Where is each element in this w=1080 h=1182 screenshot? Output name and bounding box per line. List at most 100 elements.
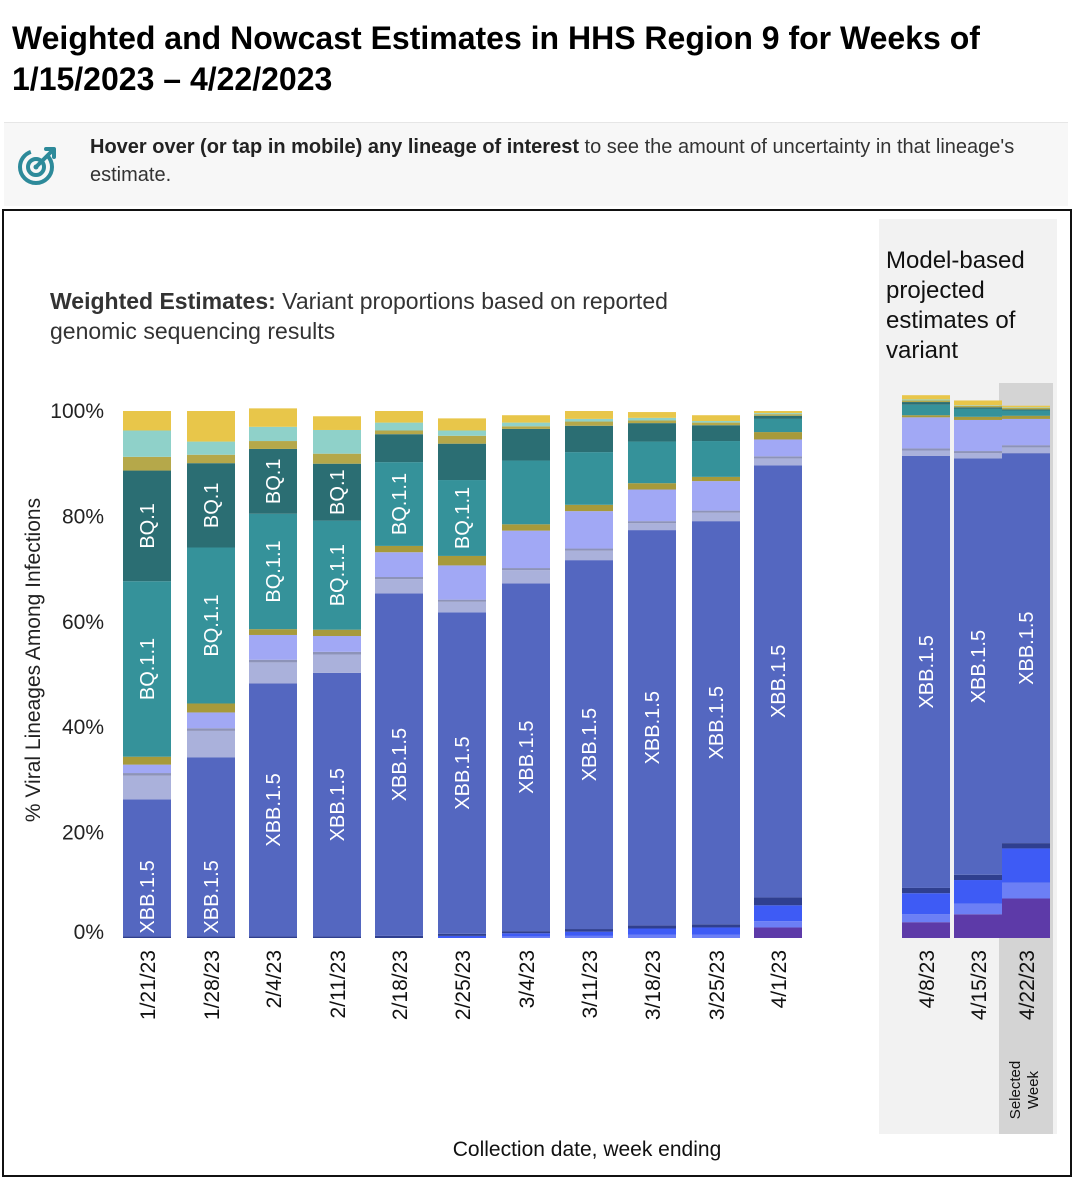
bar-segment[interactable] <box>692 521 740 925</box>
bar-segment[interactable] <box>123 470 171 582</box>
bar-segment[interactable] <box>754 905 802 922</box>
bar-segment[interactable] <box>1002 453 1050 844</box>
bar-segment[interactable] <box>902 395 950 400</box>
bar-segment[interactable] <box>954 405 1002 408</box>
bar-segment[interactable] <box>692 924 740 928</box>
bar-segment[interactable] <box>565 421 613 426</box>
bar-segment[interactable] <box>313 636 361 652</box>
bar-segment[interactable] <box>375 411 423 423</box>
bar-segment[interactable] <box>628 417 676 421</box>
bar-segment[interactable] <box>249 634 297 660</box>
bar-segment[interactable] <box>628 523 676 531</box>
bar-segment[interactable] <box>249 448 297 514</box>
bar-segment[interactable] <box>754 411 802 414</box>
bar-segment[interactable] <box>375 935 423 938</box>
bar-segment[interactable] <box>902 415 950 418</box>
bar-segment[interactable] <box>249 659 297 663</box>
bar-segment[interactable] <box>502 415 550 423</box>
bar-segment[interactable] <box>1002 409 1050 411</box>
bar-segment[interactable] <box>249 408 297 427</box>
bar-segment[interactable] <box>628 412 676 418</box>
bar-segment[interactable] <box>1002 843 1050 849</box>
bar-segment[interactable] <box>502 583 550 932</box>
bar-segment[interactable] <box>628 489 676 522</box>
bar-segment[interactable] <box>502 570 550 584</box>
bar-segment[interactable] <box>438 601 486 613</box>
bar-segment[interactable] <box>954 416 1002 420</box>
bar-segment[interactable] <box>249 662 297 684</box>
bar-segment[interactable] <box>692 476 740 482</box>
bar-segment[interactable] <box>375 593 423 936</box>
bar-segment[interactable] <box>123 775 171 800</box>
bar-segment[interactable] <box>754 927 802 938</box>
bar-segment[interactable] <box>438 435 486 444</box>
bar-segment[interactable] <box>438 599 486 602</box>
bar-segment[interactable] <box>1002 898 1050 938</box>
bar-segment[interactable] <box>438 430 486 436</box>
bar-segment[interactable] <box>954 903 1002 915</box>
bar-segment[interactable] <box>1002 445 1050 448</box>
bar-segment[interactable] <box>628 441 676 484</box>
bar-segment[interactable] <box>902 455 950 888</box>
bar-segment[interactable] <box>187 936 235 938</box>
bar-segment[interactable] <box>954 408 1002 417</box>
bar-segment[interactable] <box>628 530 676 926</box>
bar-segment[interactable] <box>954 458 1002 875</box>
bar-segment[interactable] <box>313 520 361 630</box>
bar-segment[interactable] <box>565 550 613 561</box>
bar-segment[interactable] <box>954 407 1002 409</box>
bar-segment[interactable] <box>902 402 950 405</box>
bar-segment[interactable] <box>565 931 613 936</box>
bar-segment[interactable] <box>954 400 1002 406</box>
bar-segment[interactable] <box>754 413 802 415</box>
bar-segment[interactable] <box>754 458 802 466</box>
bar-segment[interactable] <box>123 430 171 457</box>
bar-segment[interactable] <box>902 914 950 923</box>
bar-segment[interactable] <box>313 672 361 937</box>
bar-segment[interactable] <box>1002 447 1050 454</box>
bar-segment[interactable] <box>754 415 802 419</box>
bar-segment[interactable] <box>754 432 802 440</box>
bar-segment[interactable] <box>123 456 171 471</box>
bar-segment[interactable] <box>902 417 950 449</box>
bar-segment[interactable] <box>375 552 423 578</box>
bar-segment[interactable] <box>375 577 423 580</box>
bar-segment[interactable] <box>187 728 235 731</box>
bar-segment[interactable] <box>502 530 550 569</box>
bar-segment[interactable] <box>1002 415 1050 419</box>
bar-segment[interactable] <box>502 460 550 525</box>
bar-segment[interactable] <box>754 897 802 906</box>
bar-segment[interactable] <box>375 422 423 431</box>
bar-segment[interactable] <box>954 419 1002 452</box>
bar-segment[interactable] <box>692 421 740 423</box>
bar-segment[interactable] <box>565 548 613 551</box>
bar-segment[interactable] <box>565 935 613 938</box>
bar-segment[interactable] <box>502 422 550 427</box>
bar-segment[interactable] <box>692 481 740 511</box>
bar-segment[interactable] <box>628 521 676 524</box>
bar-segment[interactable] <box>375 430 423 435</box>
bar-segment[interactable] <box>565 511 613 549</box>
bar-segment[interactable] <box>565 452 613 505</box>
bar-segment[interactable] <box>187 703 235 713</box>
bar-segment[interactable] <box>123 756 171 765</box>
bar-segment[interactable] <box>1002 407 1050 410</box>
bar-segment[interactable] <box>249 441 297 449</box>
bar-segment[interactable] <box>565 560 613 930</box>
bar-segment[interactable] <box>502 568 550 571</box>
bar-segment[interactable] <box>502 428 550 461</box>
bar-segment[interactable] <box>438 612 486 934</box>
bar-segment[interactable] <box>502 933 550 937</box>
bar-segment[interactable] <box>628 928 676 935</box>
bar-segment[interactable] <box>628 420 676 424</box>
bar-segment[interactable] <box>902 922 950 938</box>
bar-segment[interactable] <box>692 512 740 522</box>
bar-segment[interactable] <box>1002 882 1050 899</box>
bar-segment[interactable] <box>628 423 676 442</box>
bar-segment[interactable] <box>502 936 550 938</box>
bar-segment[interactable] <box>565 418 613 422</box>
bar-segment[interactable] <box>249 426 297 442</box>
bar-segment[interactable] <box>692 422 740 426</box>
bar-segment[interactable] <box>1002 407 1050 408</box>
bar-segment[interactable] <box>954 405 1002 406</box>
